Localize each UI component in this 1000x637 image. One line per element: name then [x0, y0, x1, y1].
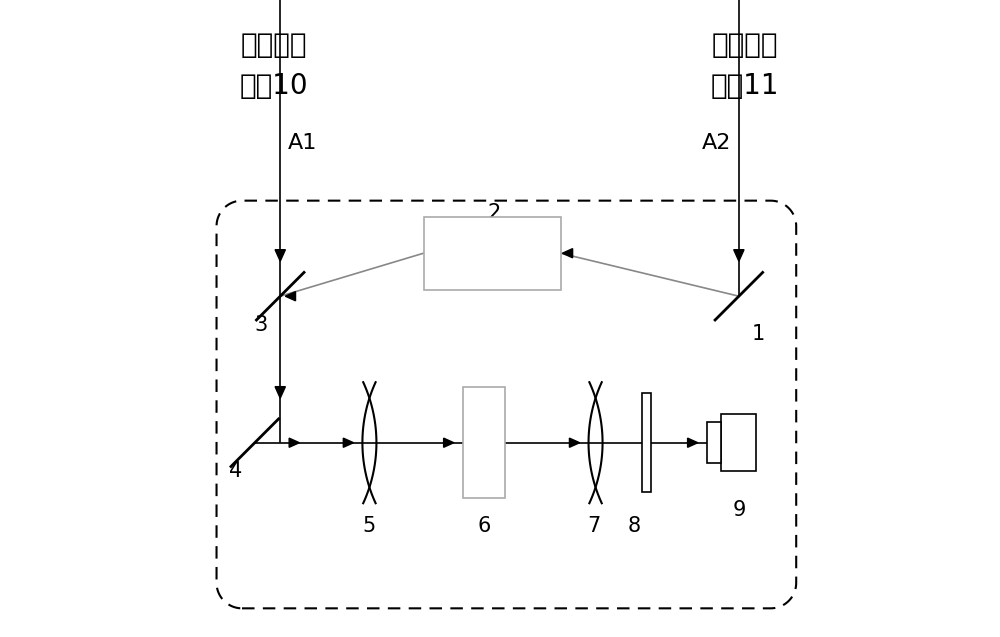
- Text: 第二待测: 第二待测: [712, 31, 778, 59]
- Text: 9: 9: [732, 499, 746, 520]
- Text: 3: 3: [254, 315, 268, 335]
- Polygon shape: [285, 292, 296, 301]
- Text: A1: A1: [288, 133, 317, 154]
- Text: 6: 6: [477, 515, 491, 536]
- Bar: [463, 387, 505, 498]
- Polygon shape: [569, 438, 580, 447]
- Bar: [721, 414, 756, 471]
- Bar: [707, 422, 721, 464]
- Text: 1: 1: [751, 324, 765, 345]
- Polygon shape: [562, 248, 573, 258]
- Text: 7: 7: [588, 515, 601, 536]
- Polygon shape: [275, 387, 285, 398]
- Text: 4: 4: [229, 461, 242, 482]
- Polygon shape: [343, 438, 353, 447]
- Text: 2: 2: [487, 203, 500, 224]
- Bar: [642, 393, 651, 492]
- Text: 5: 5: [363, 515, 376, 536]
- Polygon shape: [688, 438, 698, 447]
- Text: 脉冲10: 脉冲10: [240, 72, 308, 100]
- Polygon shape: [734, 250, 744, 261]
- Text: 脉冲11: 脉冲11: [711, 72, 779, 100]
- Polygon shape: [289, 438, 299, 447]
- Text: 第一待测: 第一待测: [241, 31, 307, 59]
- Polygon shape: [444, 438, 454, 447]
- Text: A2: A2: [702, 133, 731, 154]
- Text: 8: 8: [627, 515, 640, 536]
- Bar: [424, 217, 561, 290]
- Polygon shape: [275, 250, 285, 261]
